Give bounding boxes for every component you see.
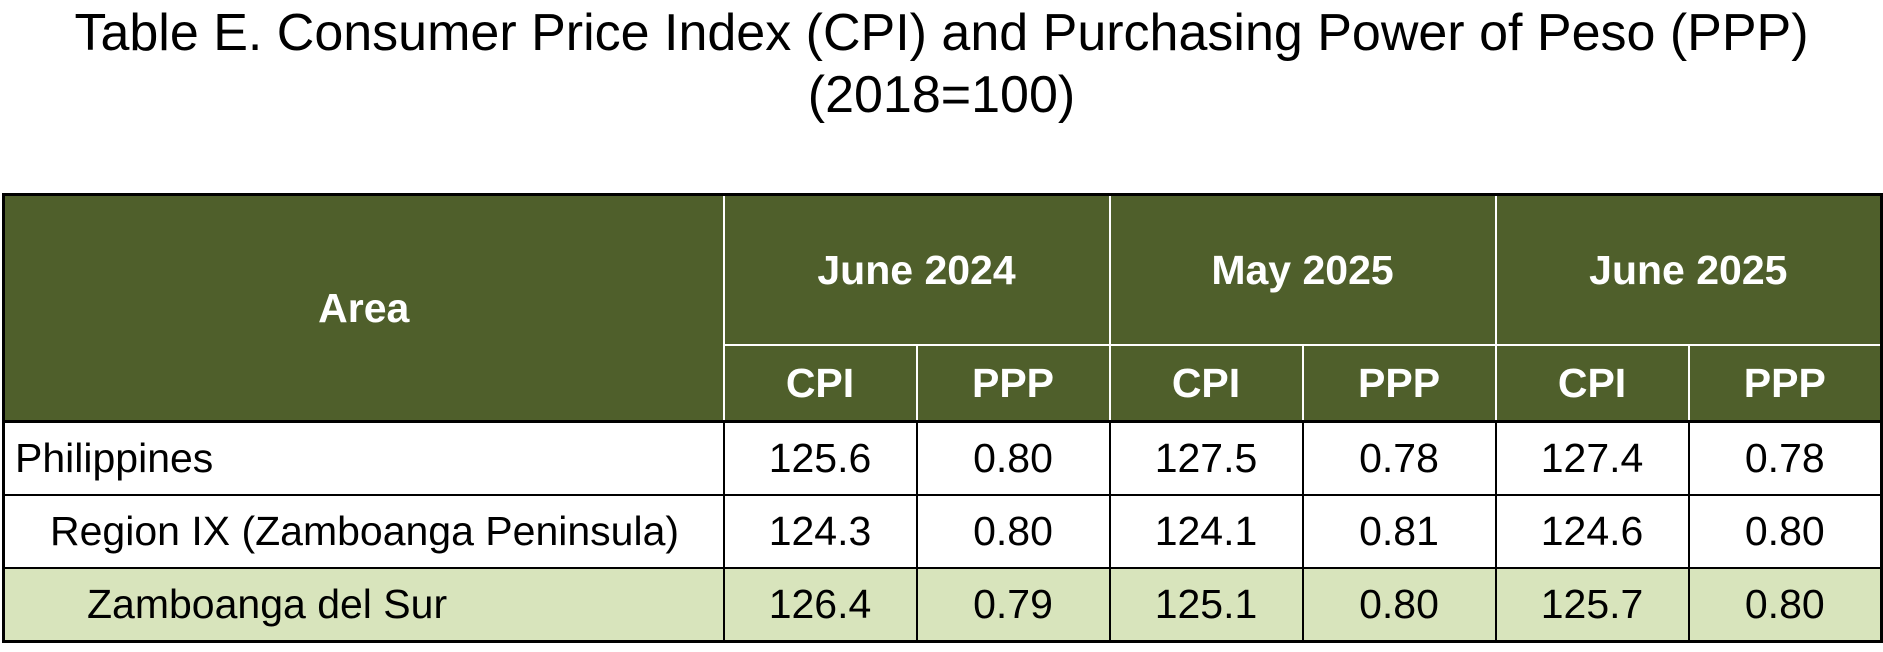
ppp-cell: 0.78 [1301, 420, 1497, 496]
table-title-line2: (2018=100) [807, 66, 1076, 124]
ppp-cell: 0.80 [915, 420, 1111, 496]
ppp-cell: 0.79 [915, 567, 1111, 643]
ppp-cell: 0.80 [1687, 494, 1883, 569]
cpi-cell: 124.6 [1494, 494, 1690, 569]
table-row: Philippines 125.6 0.80 127.5 0.78 127.4 … [2, 420, 1883, 496]
row-area-label: Zamboanga del Sur [2, 567, 725, 643]
ppp-cell: 0.78 [1687, 420, 1883, 496]
ppp-cell: 0.80 [1301, 567, 1497, 643]
period-header-may-2025: May 2025 [1108, 193, 1497, 346]
cpi-cell: 124.1 [1108, 494, 1304, 569]
cpi-cell: 125.6 [722, 420, 918, 496]
ppp-cell: 0.80 [915, 494, 1111, 569]
period-header-june-2024: June 2024 [722, 193, 1111, 346]
table-title-line1: Table E. Consumer Price Index (CPI) and … [74, 4, 1809, 62]
ppp-column-header: PPP [1687, 344, 1883, 423]
cpi-column-header: CPI [722, 344, 918, 423]
area-column-header: Area [2, 193, 725, 423]
table-row: Region IX (Zamboanga Peninsula) 124.3 0.… [2, 494, 1883, 569]
cpi-cell: 125.1 [1108, 567, 1304, 643]
header-row-measures: CPI PPP CPI PPP CPI PPP [4, 344, 1883, 423]
ppp-column-header: PPP [915, 344, 1111, 423]
cpi-column-header: CPI [1494, 344, 1690, 423]
ppp-cell: 0.81 [1301, 494, 1497, 569]
row-area-label: Philippines [2, 420, 725, 496]
row-area-label: Region IX (Zamboanga Peninsula) [2, 494, 725, 569]
cpi-column-header: CPI [1108, 344, 1304, 423]
period-header-june-2025: June 2025 [1494, 193, 1883, 346]
ppp-cell: 0.80 [1687, 567, 1883, 643]
cpi-cell: 125.7 [1494, 567, 1690, 643]
cpi-cell: 127.4 [1494, 420, 1690, 496]
cpi-cell: 124.3 [722, 494, 918, 569]
cpi-cell: 127.5 [1108, 420, 1304, 496]
cpi-cell: 126.4 [722, 567, 918, 643]
header-row-periods: Area June 2024 May 2025 June 2025 [2, 193, 1883, 423]
cpi-ppp-table: Area June 2024 May 2025 June 2025 CPI PP… [2, 193, 1883, 643]
table-title: Table E. Consumer Price Index (CPI) and … [0, 2, 1883, 126]
table-row-highlighted: Zamboanga del Sur 126.4 0.79 125.1 0.80 … [2, 567, 1883, 643]
ppp-column-header: PPP [1301, 344, 1497, 423]
